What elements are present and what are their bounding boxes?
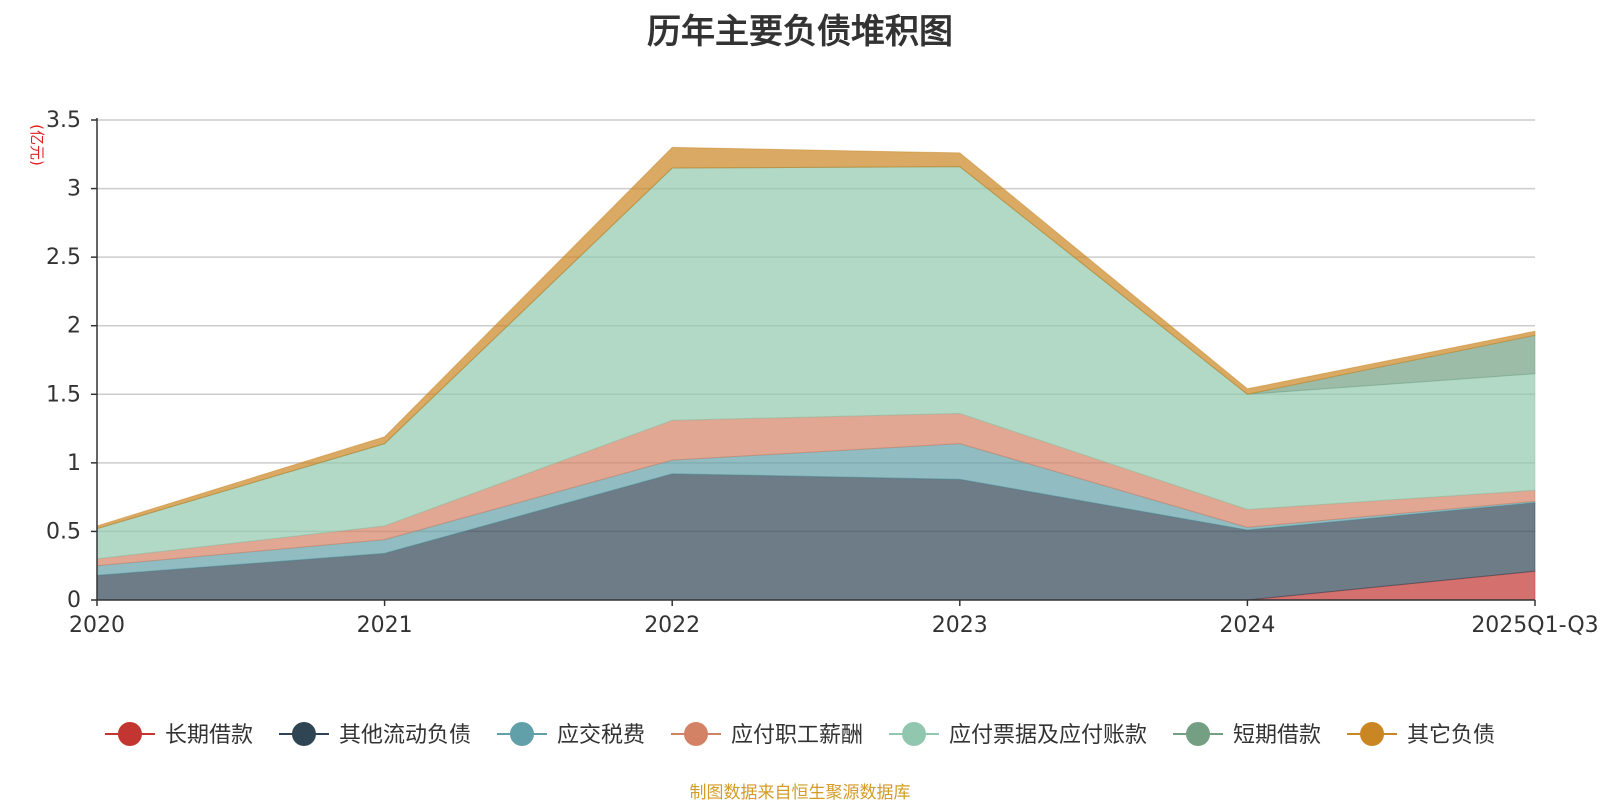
legend-label: 应付票据及应付账款 xyxy=(949,723,1147,748)
x-tick-label: 2023 xyxy=(932,613,988,638)
legend-marker xyxy=(117,722,142,746)
legend-item-4[interactable]: 应付票据及应付账款 xyxy=(889,722,1147,748)
legend-item-2[interactable]: 应交税费 xyxy=(496,722,645,748)
y-tick-label: 3 xyxy=(67,177,81,202)
legend-marker xyxy=(683,722,708,746)
legend-item-1[interactable]: 其他流动负债 xyxy=(278,722,471,748)
x-tick-label: 2020 xyxy=(69,613,125,638)
legend-label: 其他流动负债 xyxy=(339,723,471,748)
legend-marker xyxy=(1186,722,1211,746)
y-tick-label: 3.5 xyxy=(46,108,81,133)
x-tick-label: 2022 xyxy=(644,613,700,638)
legend-marker xyxy=(1360,722,1385,746)
y-tick-label: 2.5 xyxy=(46,245,81,270)
unit-label: (亿元) xyxy=(28,124,46,166)
legend-item-5[interactable]: 短期借款 xyxy=(1173,722,1321,748)
legend-item-6[interactable]: 其它负债 xyxy=(1347,722,1495,748)
y-tick-label: 1.5 xyxy=(46,382,81,407)
axes: 0 0.5 1 1.5 2 2.5 3 3.5 2020 2021 2022 2023 2024 2025… xyxy=(28,108,1599,638)
x-tick-label: 2025Q1-Q3 xyxy=(1471,613,1598,638)
legend-label: 长期借款 xyxy=(165,723,253,748)
legend-marker xyxy=(291,722,316,746)
legend: 长期借款 其他流动负债 应交税费 应付职工薪酬 应付票据及应付账款 短期借款 其它负债 xyxy=(104,722,1495,748)
y-tick-label: 1 xyxy=(67,451,81,476)
legend-marker xyxy=(509,722,534,746)
legend-item-3[interactable]: 应付职工薪酬 xyxy=(670,722,863,748)
source-note: 制图数据来自恒生聚源数据库 xyxy=(689,783,911,803)
x-tick-label: 2021 xyxy=(357,613,413,638)
legend-label: 应交税费 xyxy=(557,723,645,748)
legend-marker xyxy=(902,722,927,746)
legend-label: 短期借款 xyxy=(1233,723,1321,748)
x-tick-label: 2024 xyxy=(1219,613,1275,638)
chart-title: 历年主要负债堆积图 xyxy=(647,12,953,52)
y-tick-label: 2 xyxy=(67,314,81,339)
legend-label: 应付职工薪酬 xyxy=(731,723,863,748)
area-series xyxy=(96,146,1536,601)
y-tick-label: 0 xyxy=(67,588,81,613)
legend-label: 其它负债 xyxy=(1407,723,1495,748)
legend-item-0[interactable]: 长期借款 xyxy=(104,722,253,748)
y-tick-label: 0.5 xyxy=(46,519,81,544)
area-series-6[interactable] xyxy=(96,146,1536,530)
